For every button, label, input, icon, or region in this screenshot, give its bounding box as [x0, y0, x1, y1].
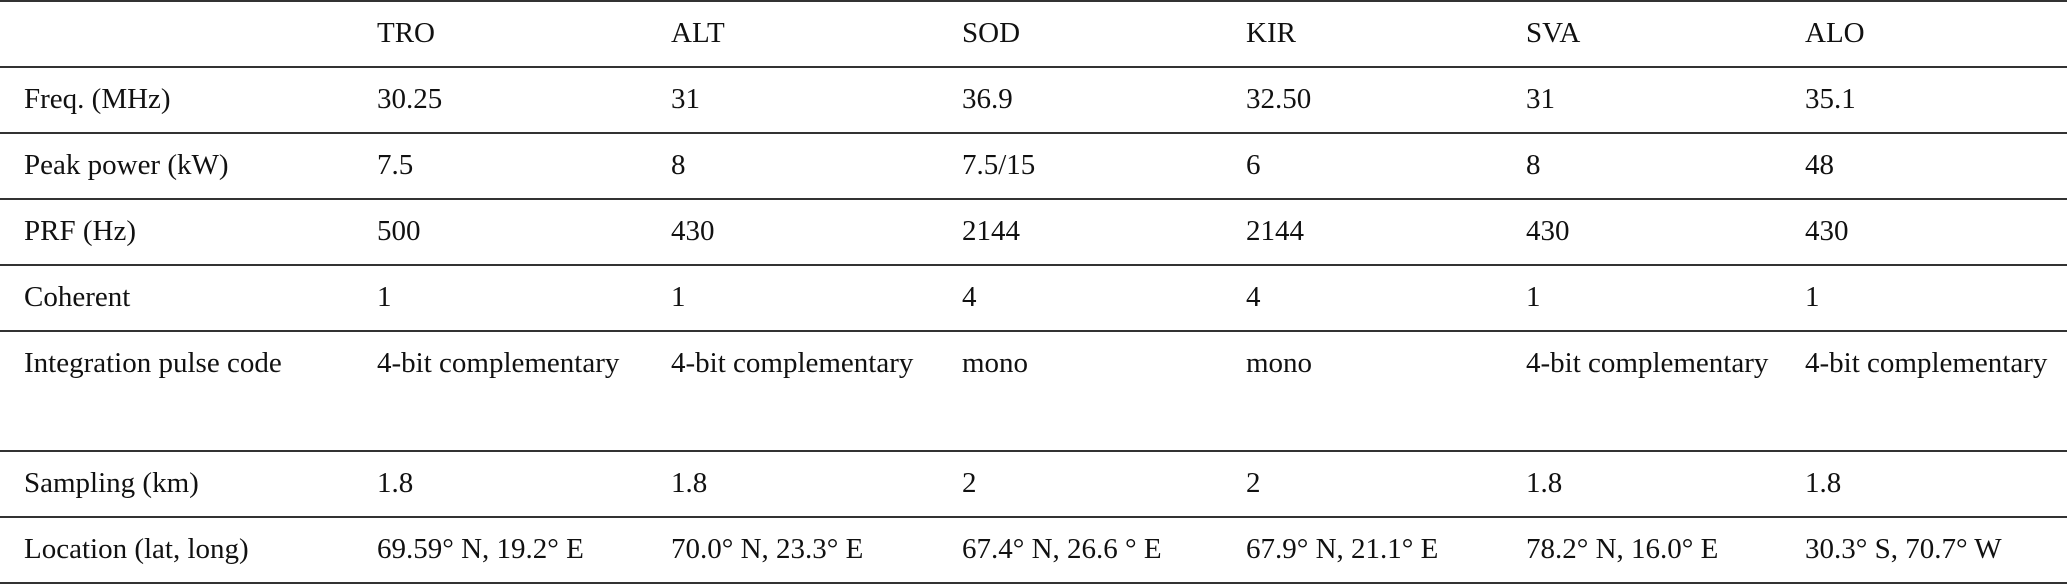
- table-row: Peak power (kW) 7.5 8 7.5/15 6 8 48: [0, 133, 2067, 200]
- table-cell: 69.59° N, 19.2° E: [353, 517, 647, 584]
- row-label: Location (lat, long): [0, 517, 353, 584]
- row-label: Peak power (kW): [0, 133, 353, 200]
- table-cell: 70.0° N, 23.3° E: [647, 517, 938, 584]
- table-cell: 4-bit complementary: [1781, 331, 2067, 452]
- table-cell: mono: [938, 331, 1222, 452]
- table-row: PRF (Hz) 500 430 2144 2144 430 430: [0, 199, 2067, 266]
- table-cell: 4: [938, 265, 1222, 332]
- table-cell: 4-bit complementary: [647, 331, 938, 452]
- table-cell: 4: [1222, 265, 1502, 332]
- table-cell: 67.4° N, 26.6 ° E: [938, 517, 1222, 584]
- table-cell: 4-bit complementary: [1502, 331, 1781, 452]
- table-row: Location (lat, long) 69.59° N, 19.2° E 70.…: [0, 517, 2067, 584]
- table-cell: 1.8: [353, 451, 647, 518]
- table-cell: 4-bit complementary: [353, 331, 647, 452]
- table-row: Freq. (MHz) 30.25 31 36.9 32.50 31 35.1: [0, 67, 2067, 134]
- table-row: Sampling (km) 1.8 1.8 2 2 1.8 1.8: [0, 451, 2067, 518]
- table-cell: 7.5/15: [938, 133, 1222, 200]
- table-row: Coherent 1 1 4 4 1 1: [0, 265, 2067, 332]
- column-header: ALT: [647, 0, 938, 68]
- table-cell: mono: [1222, 331, 1502, 452]
- row-label: Sampling (km): [0, 451, 353, 518]
- header-row: TRO ALT SOD KIR SVA ALO: [0, 0, 2067, 68]
- table-cell: 2: [938, 451, 1222, 518]
- table-row: Integration pulse code 4-bit complementar…: [0, 331, 2067, 452]
- column-header: SVA: [1502, 0, 1781, 68]
- table-cell: 31: [1502, 67, 1781, 134]
- table-cell: 6: [1222, 133, 1502, 200]
- table-cell: 430: [1781, 199, 2067, 266]
- table-cell: 30.3° S, 70.7° W: [1781, 517, 2067, 584]
- table-cell: 500: [353, 199, 647, 266]
- table-cell: 78.2° N, 16.0° E: [1502, 517, 1781, 584]
- table-cell: 430: [647, 199, 938, 266]
- table-cell: 1: [1781, 265, 2067, 332]
- table-cell: 35.1: [1781, 67, 2067, 134]
- column-header: ALO: [1781, 0, 2067, 68]
- column-header: [0, 0, 353, 68]
- table-cell: 1: [1502, 265, 1781, 332]
- table-cell: 30.25: [353, 67, 647, 134]
- table-cell: 48: [1781, 133, 2067, 200]
- table-cell: 1: [647, 265, 938, 332]
- table-cell: 1.8: [647, 451, 938, 518]
- table-cell: 1.8: [1781, 451, 2067, 518]
- table-cell: 430: [1502, 199, 1781, 266]
- table-cell: 32.50: [1222, 67, 1502, 134]
- column-header: KIR: [1222, 0, 1502, 68]
- column-header: TRO: [353, 0, 647, 68]
- table-cell: 2144: [938, 199, 1222, 266]
- table-cell: 8: [1502, 133, 1781, 200]
- row-label: Freq. (MHz): [0, 67, 353, 134]
- row-label: PRF (Hz): [0, 199, 353, 266]
- table-cell: 67.9° N, 21.1° E: [1222, 517, 1502, 584]
- table-cell: 1.8: [1502, 451, 1781, 518]
- row-label: Integration pulse code: [0, 331, 353, 452]
- table-cell: 2144: [1222, 199, 1502, 266]
- table-cell: 8: [647, 133, 938, 200]
- table-cell: 36.9: [938, 67, 1222, 134]
- table-cell: 31: [647, 67, 938, 134]
- table-cell: 1: [353, 265, 647, 332]
- row-label: Coherent: [0, 265, 353, 332]
- table-cell: 7.5: [353, 133, 647, 200]
- table-cell: 2: [1222, 451, 1502, 518]
- column-header: SOD: [938, 0, 1222, 68]
